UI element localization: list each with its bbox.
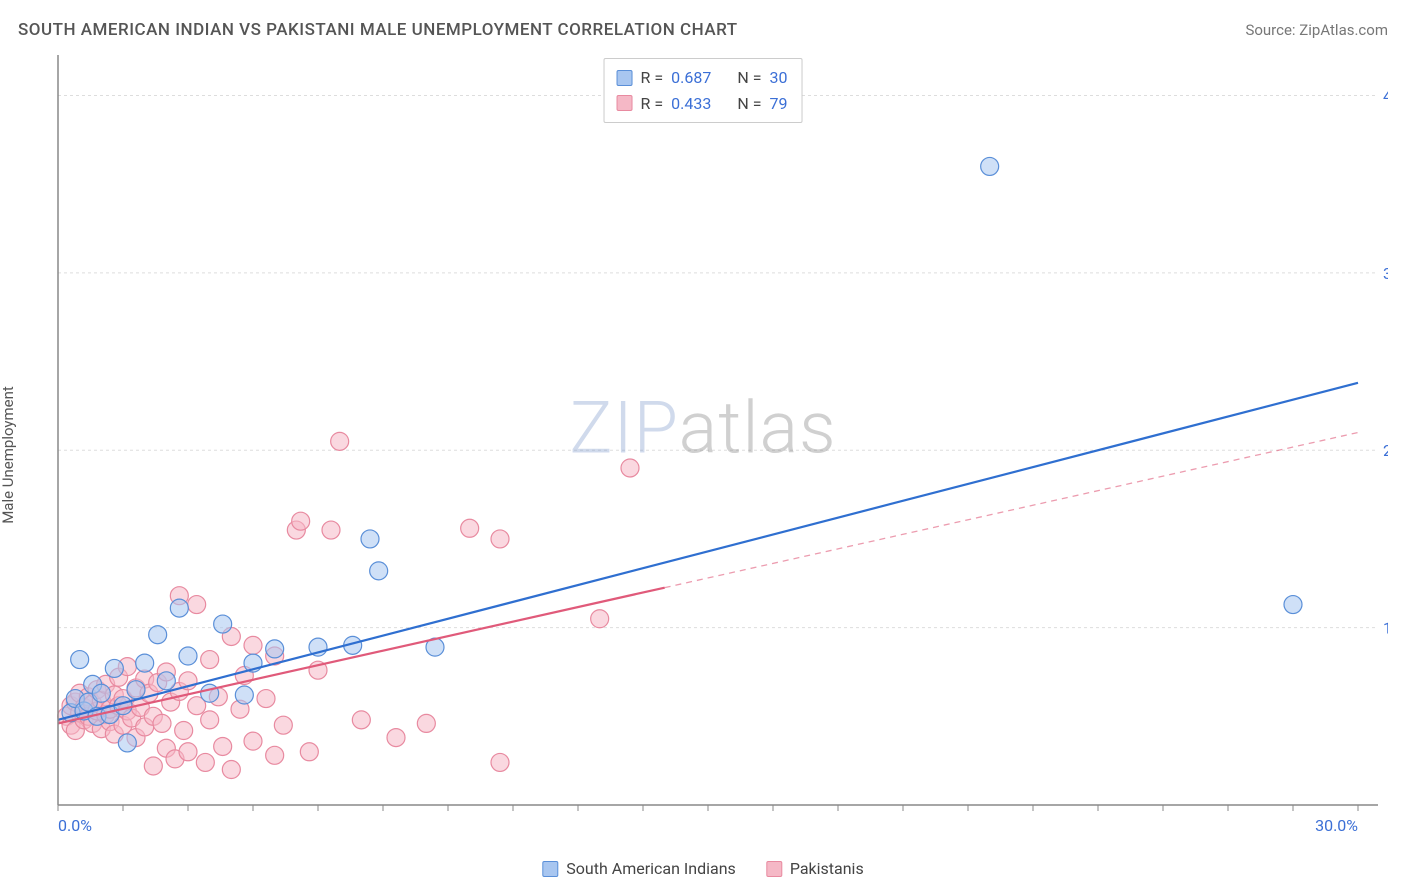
swatch-pink	[617, 95, 633, 111]
stats-row-pink: R = 0.433 N = 79	[617, 91, 788, 117]
y-axis-label: Male Unemployment	[0, 386, 17, 524]
swatch-blue	[542, 861, 558, 877]
source-prefix: Source:	[1245, 21, 1299, 39]
legend-item-pink: Pakistanis	[766, 859, 864, 878]
r-label: R =	[641, 65, 664, 91]
swatch-pink	[766, 861, 782, 877]
n-label: N =	[737, 91, 761, 117]
stats-row-blue: R = 0.687 N = 30	[617, 65, 788, 91]
r-value-blue: 0.687	[671, 65, 711, 91]
series-name-pink: Pakistanis	[790, 859, 864, 878]
n-label: N =	[737, 65, 761, 91]
r-value-pink: 0.433	[671, 91, 711, 117]
source-name: ZipAtlas.com	[1299, 21, 1388, 39]
series-legend: South American Indians Pakistanis	[542, 859, 863, 878]
correlation-chart: 10.0% 20.0% 30.0% 40.0% 0.0% 30.0%	[48, 50, 1388, 840]
svg-text:40.0%: 40.0%	[1383, 86, 1388, 105]
n-value-blue: 30	[769, 65, 787, 91]
chart-title: SOUTH AMERICAN INDIAN VS PAKISTANI MALE …	[18, 20, 738, 40]
chart-header: SOUTH AMERICAN INDIAN VS PAKISTANI MALE …	[18, 20, 1388, 40]
legend-item-blue: South American Indians	[542, 859, 736, 878]
svg-text:30.0%: 30.0%	[1315, 816, 1358, 835]
n-value-pink: 79	[769, 91, 787, 117]
svg-text:10.0%: 10.0%	[1383, 619, 1388, 638]
chart-source: Source: ZipAtlas.com	[1245, 21, 1388, 39]
r-label: R =	[641, 91, 664, 117]
svg-text:0.0%: 0.0%	[58, 816, 92, 835]
series-name-blue: South American Indians	[566, 859, 736, 878]
svg-text:20.0%: 20.0%	[1383, 441, 1388, 460]
stats-legend: R = 0.687 N = 30 R = 0.433 N = 79	[604, 58, 803, 123]
svg-text:30.0%: 30.0%	[1383, 264, 1388, 283]
swatch-blue	[617, 70, 633, 86]
